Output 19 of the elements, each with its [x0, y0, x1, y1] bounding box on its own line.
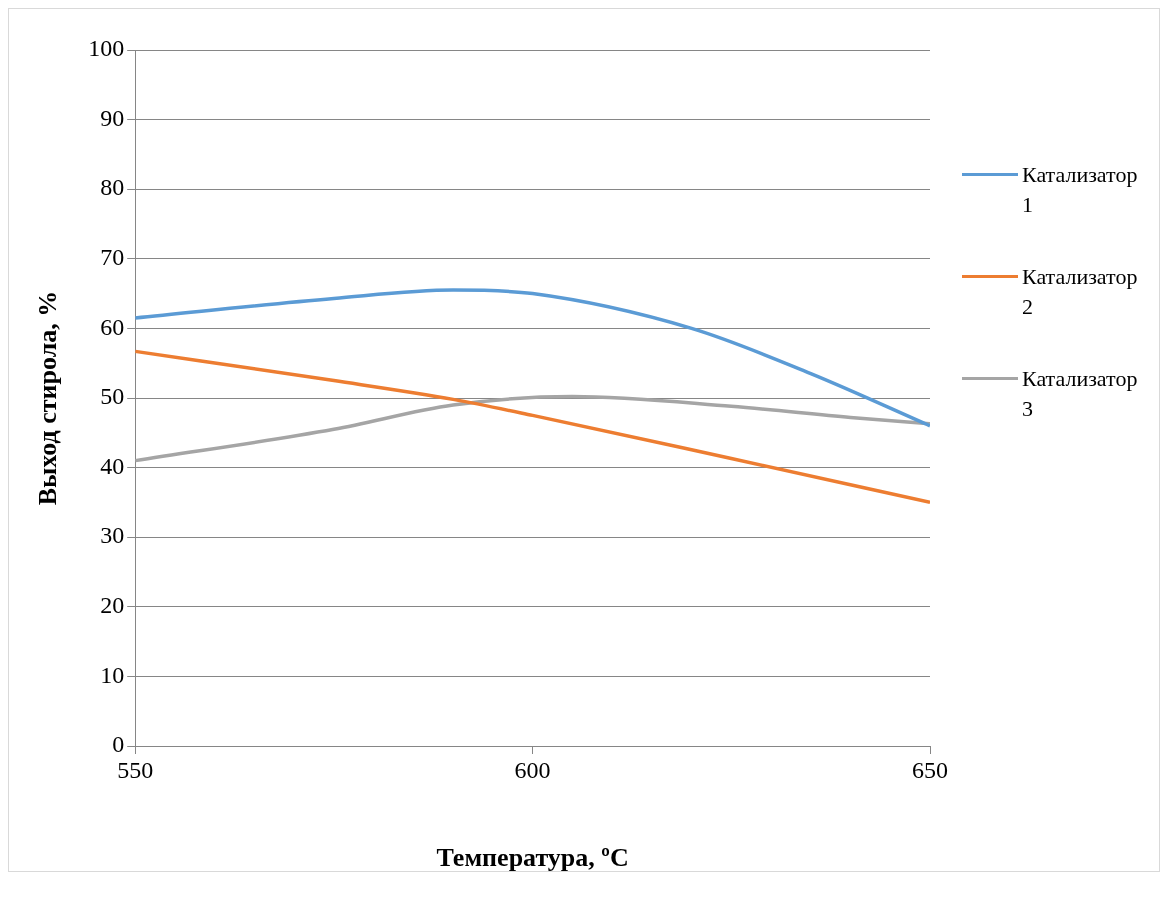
legend-label: Катализатор 3	[1022, 365, 1139, 423]
legend-label: Катализатор 2	[1022, 263, 1139, 321]
y-tick-label: 0	[112, 731, 125, 758]
x-tick-label: 550	[117, 756, 154, 783]
y-tick-label: 90	[100, 104, 125, 131]
y-tick-label: 40	[100, 452, 125, 479]
x-axis-title: Температура, ºC	[436, 843, 629, 873]
y-tick-label: 50	[100, 383, 125, 410]
y-tick-label: 100	[88, 35, 125, 62]
y-axis-title: Выход стирола, %	[33, 290, 63, 506]
y-tick-label: 20	[100, 592, 125, 619]
y-tick-label: 10	[100, 661, 125, 688]
y-tick-label: 70	[100, 244, 125, 271]
y-tick-label: 80	[100, 174, 125, 201]
y-tick-label: 60	[100, 313, 125, 340]
x-tick-label: 600	[514, 756, 551, 783]
legend-label: Катализатор 1	[1022, 161, 1139, 219]
x-tick-label: 650	[912, 756, 948, 783]
y-tick-label: 30	[100, 522, 125, 549]
